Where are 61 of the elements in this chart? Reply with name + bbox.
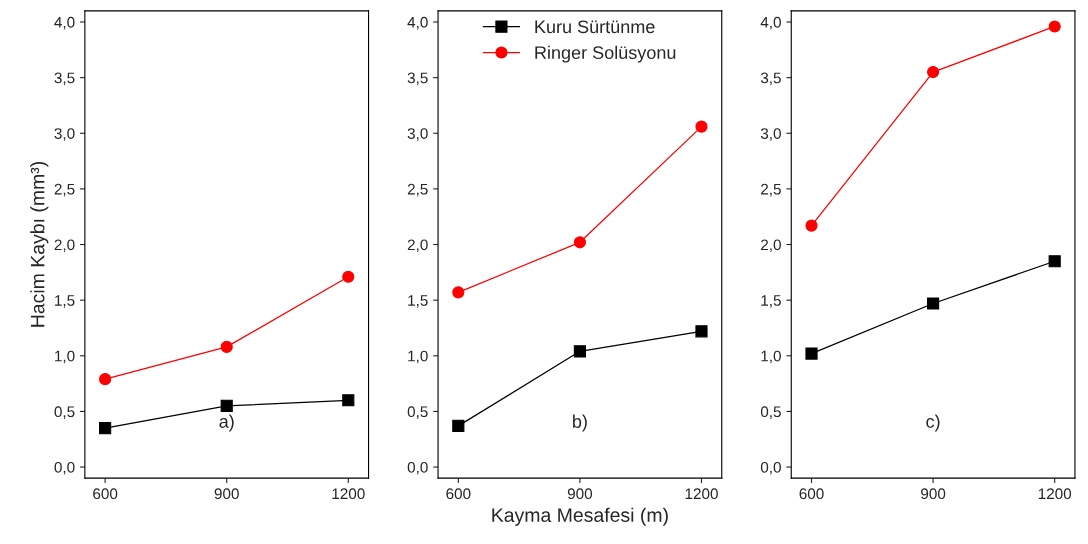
point bbox=[927, 297, 940, 310]
point bbox=[452, 286, 465, 299]
point bbox=[695, 325, 708, 338]
y-tick-label: 0,0 bbox=[760, 461, 781, 475]
y-tick-label: 3,5 bbox=[407, 72, 428, 86]
annotation: c) bbox=[926, 414, 940, 432]
y-tick-label: 4,0 bbox=[54, 16, 75, 30]
point bbox=[1048, 255, 1061, 268]
legend-label: Ringer Solüsyonu bbox=[535, 45, 676, 63]
point bbox=[99, 422, 112, 435]
y-tick-label: 1,0 bbox=[761, 350, 781, 364]
point bbox=[220, 399, 233, 412]
y-tick-label: 2,5 bbox=[407, 183, 428, 197]
point bbox=[452, 419, 465, 432]
y-tick-label: 0,5 bbox=[407, 406, 428, 419]
x-tick-label: 1200 bbox=[685, 488, 718, 500]
y-tick-label: 0,0 bbox=[54, 461, 75, 475]
point bbox=[805, 347, 818, 360]
y-tick-label: 1,5 bbox=[408, 295, 428, 308]
x-tick-label: 600 bbox=[799, 488, 824, 500]
y-tick-label: 3,0 bbox=[760, 128, 781, 141]
point bbox=[220, 340, 233, 353]
y-tick-label: 1,5 bbox=[55, 295, 75, 308]
x-tick-label: 1200 bbox=[1038, 488, 1072, 500]
y-tick-label: 0,5 bbox=[54, 406, 75, 419]
y-axis-title: Hacim Kaybı (mm³) bbox=[30, 162, 49, 327]
point bbox=[927, 66, 940, 79]
y-tick-label: 0,0 bbox=[407, 461, 428, 475]
x-tick-label: 900 bbox=[214, 488, 239, 500]
y-tick-label: 0,5 bbox=[760, 406, 781, 419]
point bbox=[695, 120, 708, 133]
y-tick-label: 2,0 bbox=[761, 239, 781, 253]
y-tick-label: 1,5 bbox=[761, 295, 781, 308]
annotation: b) bbox=[573, 414, 587, 432]
y-tick-label: 4,0 bbox=[760, 16, 781, 30]
y-tick-label: 3,0 bbox=[407, 128, 428, 141]
y-tick-label: 3,0 bbox=[54, 128, 75, 141]
y-tick-label: 3,5 bbox=[760, 72, 781, 86]
point bbox=[99, 373, 112, 386]
point bbox=[342, 270, 355, 283]
x-tick-label: 600 bbox=[446, 488, 471, 500]
point bbox=[573, 236, 586, 249]
x-tick-label: 1200 bbox=[332, 488, 365, 500]
y-tick-label: 1,0 bbox=[55, 350, 75, 364]
point bbox=[805, 219, 818, 232]
y-tick-label: 4,0 bbox=[407, 16, 428, 30]
y-tick-label: 3,5 bbox=[54, 72, 75, 86]
legend-label: Kuru Sürtünme bbox=[535, 20, 655, 34]
point bbox=[1048, 20, 1061, 33]
point bbox=[342, 394, 355, 407]
y-tick-label: 2,5 bbox=[54, 183, 75, 197]
x-tick-label: 900 bbox=[921, 488, 946, 500]
y-tick-label: 2,0 bbox=[407, 239, 428, 253]
y-tick-label: 2,5 bbox=[761, 183, 781, 197]
x-tick-label: 600 bbox=[93, 488, 118, 500]
y-tick-label: 1,0 bbox=[408, 350, 428, 364]
y-tick-label: 2,0 bbox=[54, 239, 75, 253]
annotation: a) bbox=[219, 414, 234, 432]
point bbox=[573, 345, 586, 358]
x-axis-title: Kayma Mesafesi (m) bbox=[492, 507, 668, 526]
x-tick-label: 900 bbox=[567, 488, 593, 500]
